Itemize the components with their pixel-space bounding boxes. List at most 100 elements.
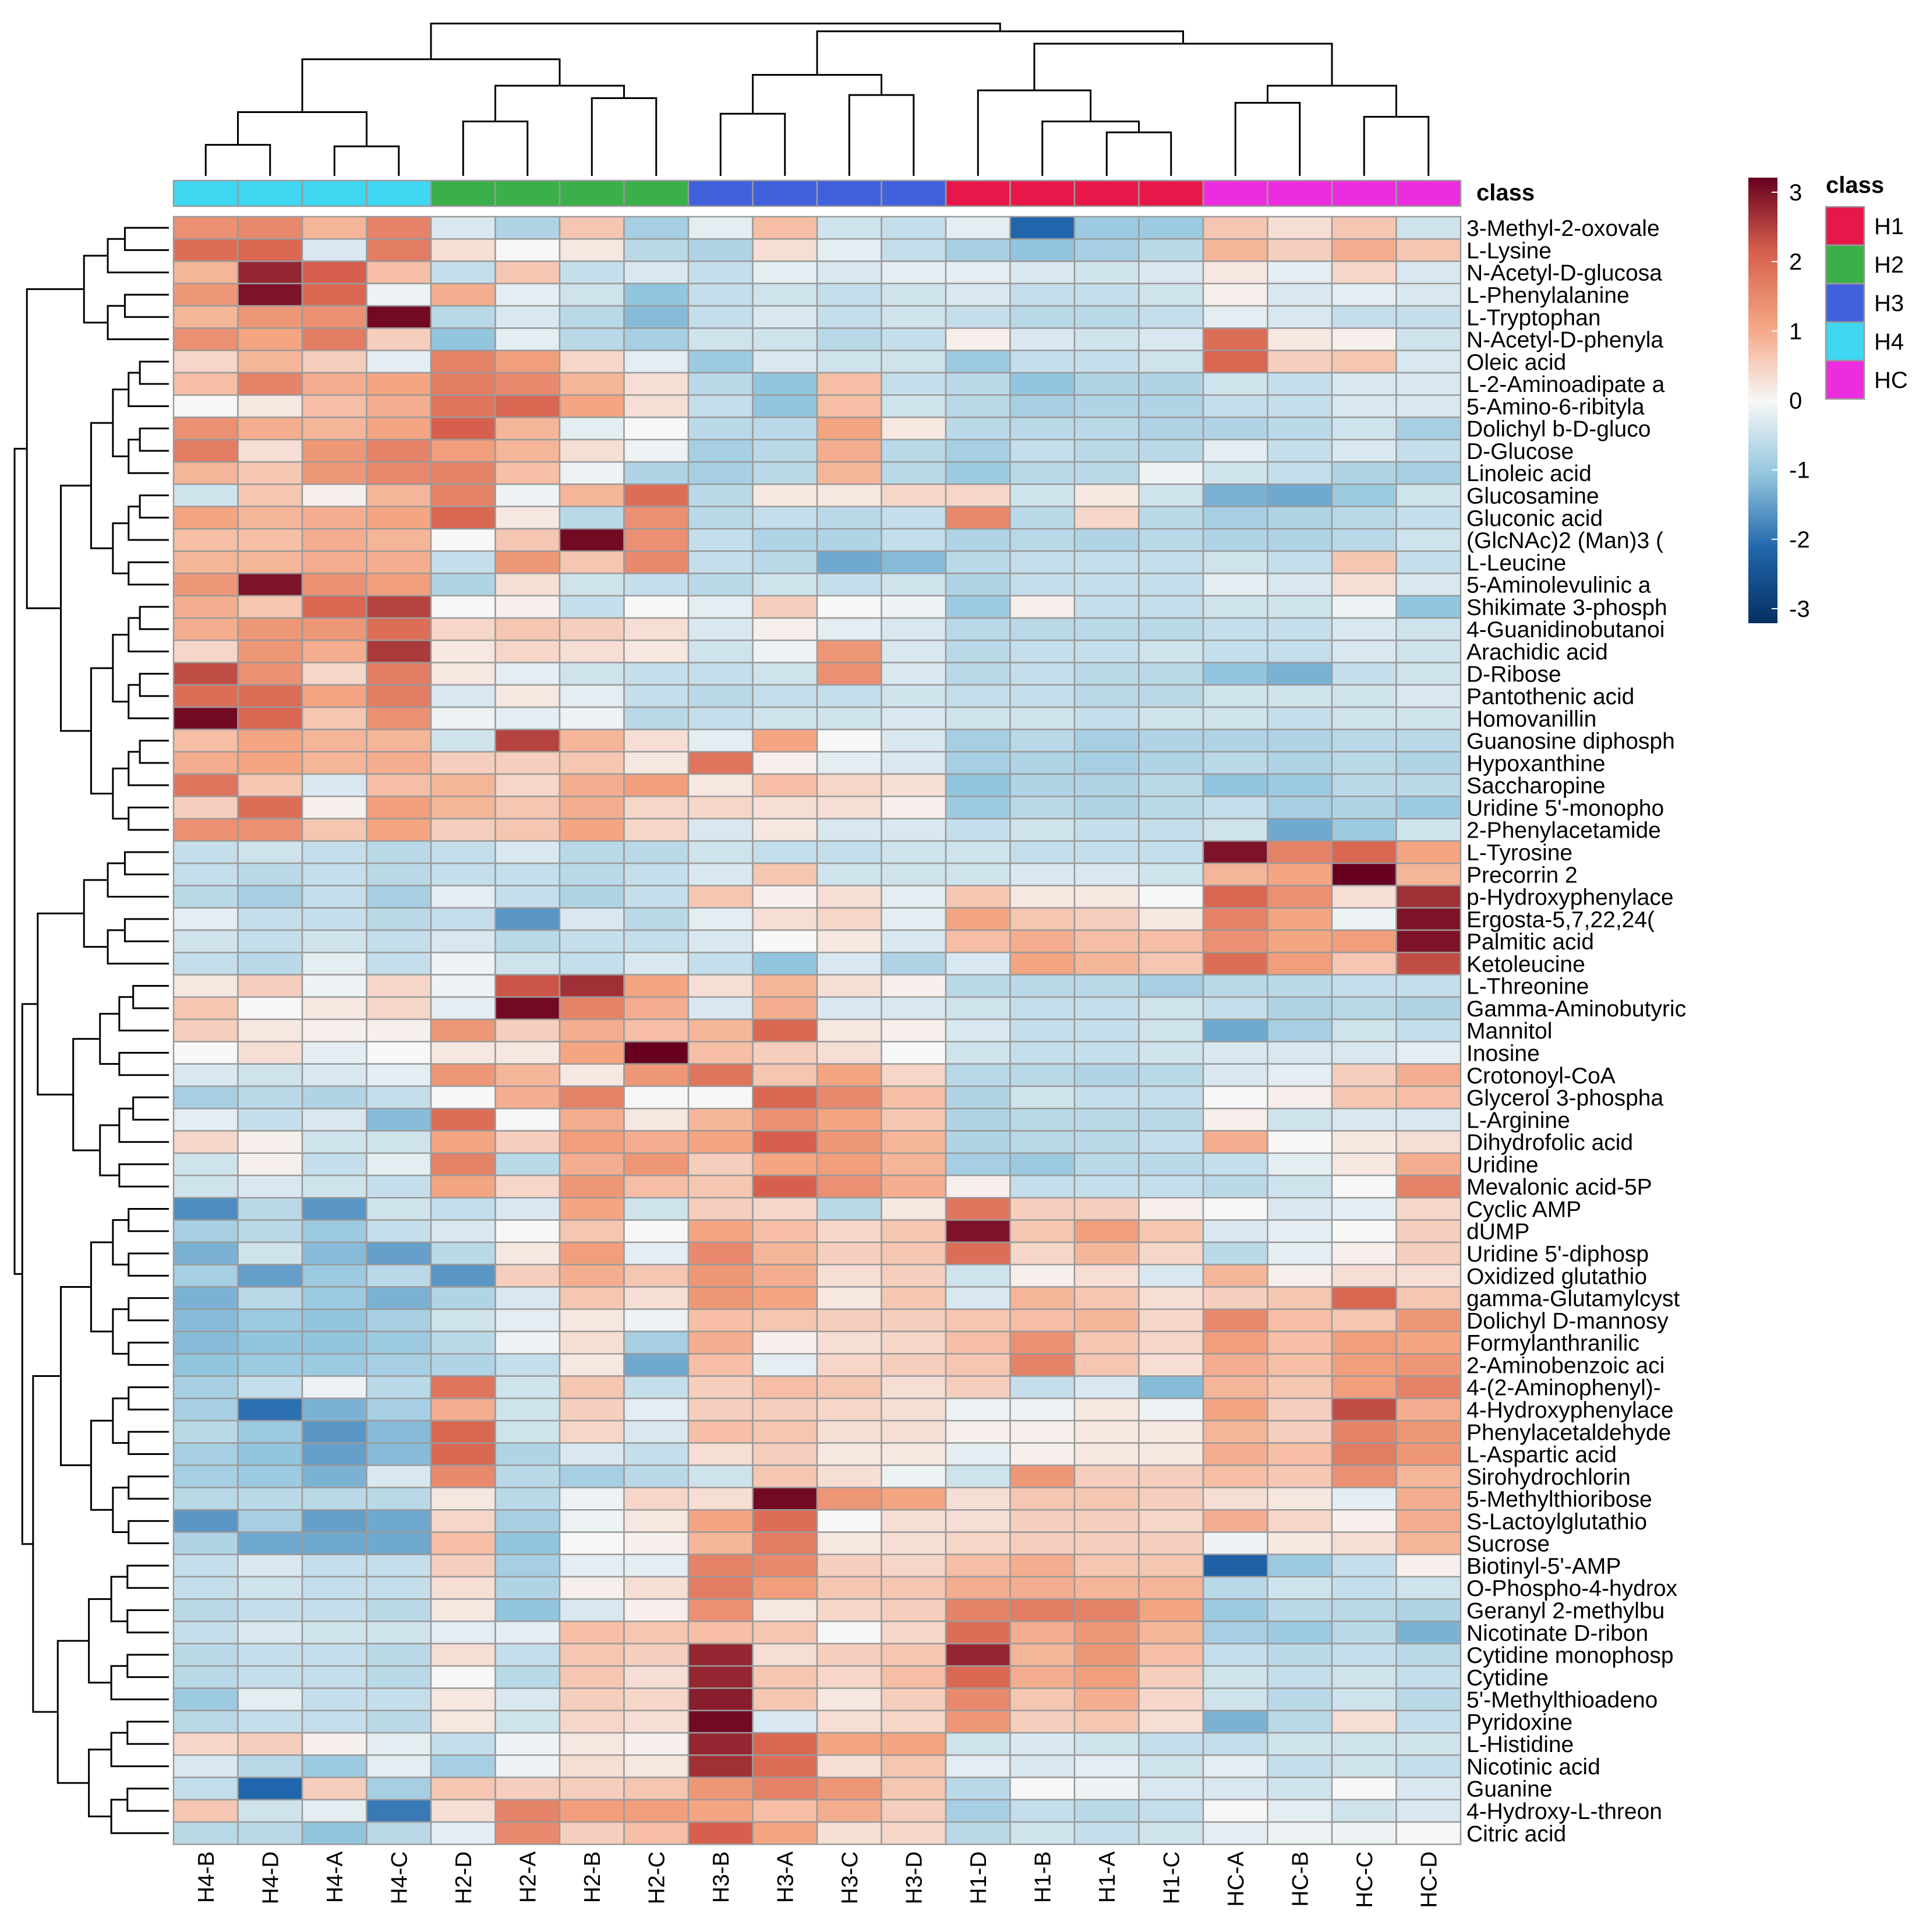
heatmap-cell — [430, 1130, 496, 1154]
heatmap-cell — [1138, 506, 1204, 530]
heatmap-cell — [881, 1197, 947, 1221]
heatmap-cell — [366, 1620, 432, 1645]
heatmap-cell — [1073, 751, 1140, 775]
heatmap-cell — [623, 1174, 690, 1199]
heatmap-cell — [881, 729, 947, 753]
heatmap-cell — [1331, 1419, 1397, 1444]
heatmap-cell — [1202, 840, 1268, 864]
heatmap-cell — [301, 706, 367, 730]
row-label: Nicotinic acid — [1466, 1754, 1600, 1779]
heatmap-cell — [881, 1710, 947, 1734]
heatmap-cell — [1267, 573, 1333, 597]
heatmap-cell — [1138, 1821, 1204, 1845]
annotation-cell — [816, 179, 882, 207]
heatmap-cell — [366, 1397, 432, 1422]
heatmap-cell — [1267, 751, 1333, 775]
row-label: Saccharopine — [1466, 773, 1606, 799]
heatmap-cell — [430, 238, 496, 262]
heatmap-cell — [816, 1643, 882, 1667]
heatmap-cell — [881, 1799, 947, 1823]
heatmap-cell — [1009, 1643, 1076, 1667]
heatmap-cell — [237, 372, 303, 396]
heatmap-cell — [687, 1687, 754, 1712]
heatmap-cell — [172, 282, 239, 307]
heatmap-cell — [172, 550, 239, 574]
heatmap-cell — [1202, 238, 1268, 262]
dendrogram-branch — [128, 1252, 169, 1277]
heatmap-cell — [1395, 550, 1462, 574]
row-label: (GlcNAc)2 (Man)3 ( — [1466, 528, 1663, 553]
heatmap-cell — [559, 1710, 625, 1734]
heatmap-cell — [1009, 974, 1076, 998]
heatmap-cell — [1009, 1486, 1076, 1511]
heatmap-cell — [301, 662, 367, 686]
heatmap-cell — [752, 1152, 818, 1177]
heatmap-cell — [687, 327, 754, 351]
heatmap-cell — [1138, 662, 1204, 686]
heatmap-cell — [945, 1687, 1011, 1712]
row-label: N-Acetyl-D-glucosa — [1466, 261, 1662, 286]
heatmap-cell — [1331, 349, 1397, 374]
heatmap-cell — [1202, 260, 1268, 285]
heatmap-cell — [301, 282, 367, 307]
heatmap-cell — [623, 461, 690, 485]
heatmap-cell — [301, 1464, 367, 1489]
heatmap-cell — [1395, 528, 1462, 552]
heatmap-cell — [1073, 1152, 1140, 1177]
heatmap-cell — [172, 862, 239, 886]
heatmap-cell — [1331, 1308, 1397, 1333]
heatmap-cell — [494, 1174, 561, 1199]
row-label: Formylanthranilic — [1466, 1331, 1639, 1356]
heatmap-cell — [559, 1397, 625, 1422]
heatmap-cell — [752, 840, 818, 864]
heatmap-cell — [494, 483, 561, 507]
heatmap-cell — [1267, 506, 1333, 530]
heatmap-cell — [430, 282, 496, 307]
heatmap-cell — [623, 1576, 690, 1600]
heatmap-cell — [1331, 1776, 1397, 1801]
heatmap-cell — [1138, 550, 1204, 574]
heatmap-cell — [752, 1241, 818, 1266]
heatmap-cell — [881, 751, 947, 775]
heatmap-cell — [494, 818, 561, 842]
heatmap-cell — [430, 1665, 496, 1689]
heatmap-cell — [366, 1085, 432, 1110]
heatmap-cell — [816, 706, 882, 730]
heatmap-cell — [1267, 1219, 1333, 1244]
row-label: Mevalonic acid-5P — [1466, 1175, 1652, 1200]
heatmap-cell — [430, 216, 496, 240]
heatmap-cell — [430, 483, 496, 507]
heatmap-cell — [1009, 1821, 1076, 1845]
heatmap-cell — [301, 1576, 367, 1600]
heatmap-cell — [623, 1776, 690, 1801]
heatmap-cell — [430, 996, 496, 1020]
heatmap-cell — [1202, 305, 1268, 329]
heatmap-cell — [172, 1241, 239, 1266]
heatmap-cell — [430, 706, 496, 730]
heatmap-cell — [945, 238, 1011, 262]
heatmap-cell — [366, 1241, 432, 1266]
heatmap-cell — [1202, 617, 1268, 641]
heatmap-cell — [494, 885, 561, 909]
heatmap-cell — [1331, 1553, 1397, 1578]
heatmap-cell — [494, 260, 561, 285]
heatmap-cell — [237, 1643, 303, 1667]
heatmap-cell — [1267, 1687, 1333, 1712]
row-label: S-Lactoylglutathio — [1466, 1509, 1647, 1534]
heatmap-cell — [945, 327, 1011, 351]
heatmap-cell — [301, 416, 367, 441]
heatmap-cell — [1395, 929, 1462, 953]
heatmap-cell — [301, 1665, 367, 1689]
heatmap-cell — [945, 1665, 1011, 1689]
heatmap-cell — [945, 974, 1011, 998]
heatmap-cell — [559, 349, 625, 374]
heatmap-cell — [559, 1085, 625, 1110]
heatmap-cell — [687, 818, 754, 842]
heatmap-cell — [1331, 216, 1397, 240]
heatmap-cell — [1202, 818, 1268, 842]
heatmap-cell — [945, 595, 1011, 619]
heatmap-cell — [687, 238, 754, 262]
heatmap-cell — [945, 885, 1011, 909]
heatmap-cell — [172, 885, 239, 909]
